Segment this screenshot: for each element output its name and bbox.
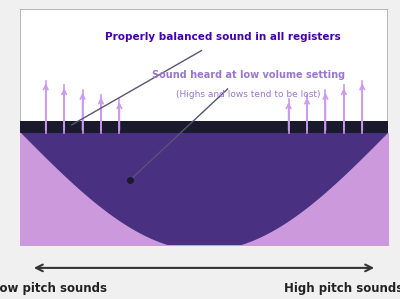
Text: High pitch sounds: High pitch sounds [284, 282, 400, 295]
Bar [20, 121, 388, 245]
Bar [20, 121, 388, 133]
Text: Properly balanced sound in all registers: Properly balanced sound in all registers [104, 32, 340, 42]
Text: (Highs and lows tend to be lost): (Highs and lows tend to be lost) [176, 89, 320, 98]
Text: Low pitch sounds: Low pitch sounds [0, 282, 107, 295]
Text: Sound heard at low volume setting: Sound heard at low volume setting [152, 70, 345, 80]
